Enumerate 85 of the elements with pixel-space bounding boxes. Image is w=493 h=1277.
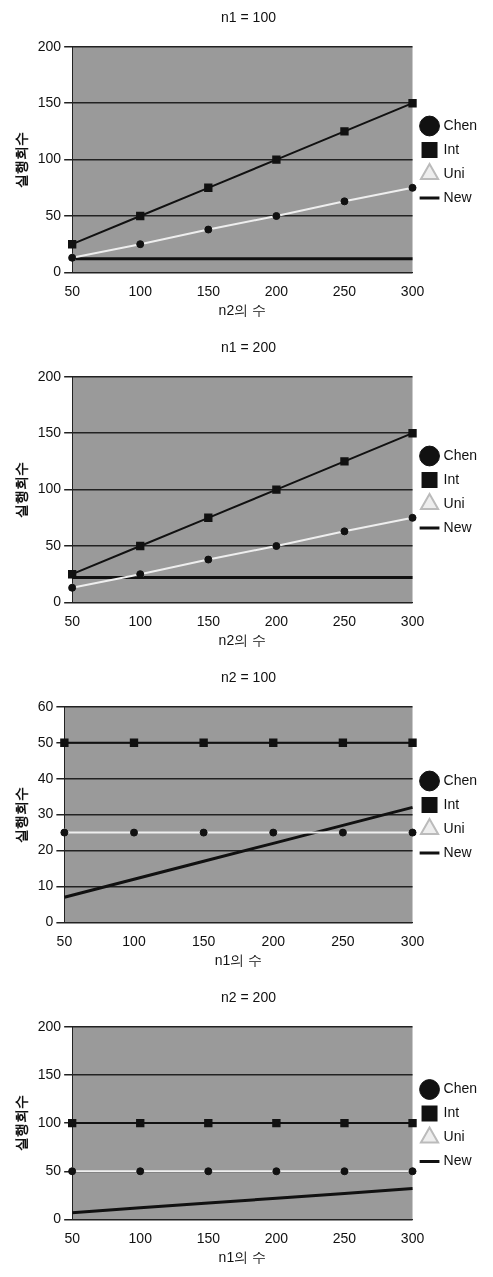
x-tick-label: 150 xyxy=(191,932,216,949)
y-axis-title: 실행회수 xyxy=(13,786,30,843)
y-tick-label: 50 xyxy=(45,1162,62,1179)
point xyxy=(136,541,145,551)
y-tick-label: 60 xyxy=(37,697,54,714)
point xyxy=(272,155,281,164)
y-axis-title: 실행회수 xyxy=(13,461,30,518)
x-tick-label: 200 xyxy=(264,612,289,629)
legend-label: Int xyxy=(443,1104,460,1121)
x-tick-label: 200 xyxy=(261,932,286,949)
y-tick-label: 100 xyxy=(37,1113,62,1130)
point xyxy=(408,99,417,108)
legend-label: Int xyxy=(443,140,460,157)
x-axis-title: n2의 수 xyxy=(218,302,267,319)
legend-label: Int xyxy=(443,470,460,487)
x-tick-label: 250 xyxy=(332,282,357,299)
y-tick-label: 150 xyxy=(37,1065,62,1082)
x-axis-title: n1의 수 xyxy=(214,952,263,969)
legend-label: Chen xyxy=(443,1080,477,1097)
x-tick-label: 200 xyxy=(264,282,289,299)
point xyxy=(136,211,145,221)
x-tick-label: 100 xyxy=(122,932,146,949)
x-tick-label: 300 xyxy=(400,282,425,299)
point xyxy=(408,429,417,438)
point xyxy=(340,127,349,136)
x-tick-label: 300 xyxy=(400,932,425,949)
x-axis-title: n2의 수 xyxy=(218,632,267,649)
y-tick-label: 0 xyxy=(53,1210,62,1227)
x-axis-title: n1의 수 xyxy=(218,1249,267,1266)
y-tick-label: 0 xyxy=(53,593,62,610)
x-tick-label: 300 xyxy=(400,1229,425,1246)
x-tick-label: 150 xyxy=(196,1229,221,1246)
x-tick-label: 250 xyxy=(331,932,355,949)
x-tick-label: 100 xyxy=(128,282,153,299)
chart-title: n1 = 100 xyxy=(221,9,277,26)
legend-label: Uni xyxy=(443,164,465,181)
x-tick-label: 300 xyxy=(400,612,425,629)
x-tick-label: 100 xyxy=(128,612,153,629)
x-tick-label: 250 xyxy=(332,1229,357,1246)
y-tick-label: 50 xyxy=(37,733,54,750)
x-tick-label: 150 xyxy=(196,282,221,299)
legend-label: New xyxy=(443,1152,473,1169)
legend-label: Chen xyxy=(443,116,477,133)
y-tick-label: 200 xyxy=(37,367,62,384)
y-tick-label: 200 xyxy=(37,37,62,54)
y-tick-label: 0 xyxy=(53,263,62,280)
y-tick-label: 40 xyxy=(37,769,54,786)
point xyxy=(204,513,213,522)
y-tick-label: 150 xyxy=(37,94,62,111)
legend-label: Uni xyxy=(443,1128,465,1145)
y-tick-label: 200 xyxy=(37,1017,62,1034)
x-tick-label: 50 xyxy=(64,612,81,629)
y-tick-label: 100 xyxy=(37,150,62,167)
legend-label: Int xyxy=(443,795,460,812)
y-tick-label: 0 xyxy=(45,913,54,930)
x-tick-label: 100 xyxy=(128,1229,153,1246)
legend-label: Chen xyxy=(443,446,477,463)
y-tick-label: 20 xyxy=(37,841,54,858)
legend-label: Uni xyxy=(443,494,465,511)
legend-label: New xyxy=(443,188,473,205)
y-tick-label: 50 xyxy=(45,206,62,223)
y-axis-title: 실행회수 xyxy=(13,131,30,188)
chart-title: n1 = 200 xyxy=(221,339,277,356)
point xyxy=(272,485,281,494)
point xyxy=(67,240,77,249)
y-tick-label: 30 xyxy=(37,805,54,822)
y-tick-label: 150 xyxy=(37,424,62,441)
chart-title: n2 = 100 xyxy=(221,669,277,686)
y-tick-label: 10 xyxy=(37,877,54,894)
y-axis-title: 실행회수 xyxy=(13,1095,30,1152)
chart-title: n2 = 200 xyxy=(221,989,277,1006)
legend-label: New xyxy=(443,843,473,860)
x-tick-label: 150 xyxy=(196,612,221,629)
y-tick-label: 100 xyxy=(37,480,62,497)
x-tick-label: 50 xyxy=(64,282,81,299)
point xyxy=(67,570,77,579)
x-tick-label: 200 xyxy=(264,1229,289,1246)
point xyxy=(204,183,213,192)
x-tick-label: 50 xyxy=(64,1229,81,1246)
legend-label: Chen xyxy=(443,771,477,788)
point xyxy=(340,457,349,466)
legend-label: Uni xyxy=(443,819,465,836)
x-tick-label: 250 xyxy=(332,612,357,629)
y-tick-label: 50 xyxy=(45,536,62,553)
legend-label: New xyxy=(443,518,473,535)
